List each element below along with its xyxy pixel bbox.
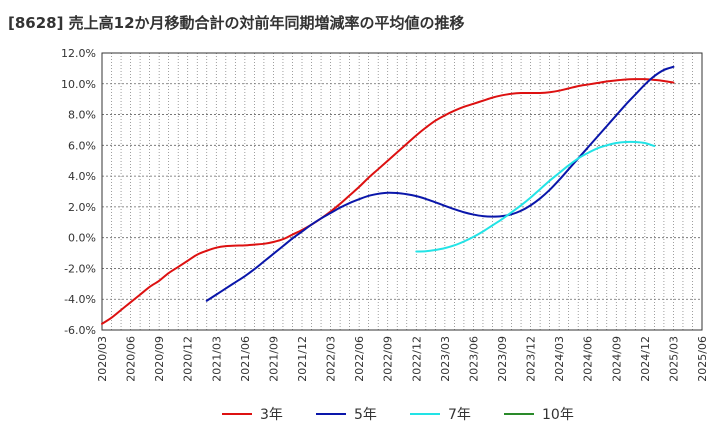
y-tick-label: -2.0% (64, 262, 96, 275)
legend-label-0: 3年 (260, 407, 283, 423)
x-tick-label: 2025/03 (667, 336, 680, 382)
y-tick-label: 4.0% (68, 170, 96, 183)
plot-frame (101, 52, 703, 331)
legend: 3年 5年 7年 10年 (222, 407, 574, 423)
x-tick-label: 2021/09 (267, 336, 280, 382)
y-tick-label: 2.0% (68, 201, 96, 214)
x-tick-label: 2020/12 (182, 336, 195, 382)
plot-border (101, 52, 703, 331)
y-axis: -6.0% -4.0% -2.0% 0.0% 2.0% 4.0% 6.0% 8.0% 10.0%… (61, 47, 96, 337)
legend-label-1: 5年 (354, 407, 377, 423)
x-tick-label: 2024/12 (639, 336, 652, 382)
series-line-0 (101, 78, 675, 325)
x-tick-label: 2023/12 (525, 336, 538, 382)
series-line-1 (205, 65, 675, 302)
x-tick-label: 2021/06 (239, 336, 252, 382)
legend-label-3: 10年 (542, 407, 574, 423)
series-lines (101, 65, 675, 325)
series-line-2 (415, 140, 656, 253)
chart-title: [8628] 売上高12か月移動合計の対前年同期増減率の平均値の推移 (8, 14, 465, 32)
x-tick-label: 2022/06 (353, 336, 366, 382)
y-tick-label: 6.0% (68, 139, 96, 152)
x-tick-label: 2023/06 (467, 336, 480, 382)
x-tick-label: 2022/09 (382, 336, 395, 382)
x-tick-label: 2020/03 (96, 336, 109, 382)
x-tick-label: 2020/06 (125, 336, 138, 382)
y-tick-label: -6.0% (64, 324, 96, 337)
x-tick-label: 2023/09 (496, 336, 509, 382)
y-tick-label: 8.0% (68, 109, 96, 122)
y-tick-label: 0.0% (68, 232, 96, 245)
y-tick-label: -4.0% (64, 293, 96, 306)
x-axis: 2020/03 2020/06 2020/09 2020/12 2021/03 2021/… (96, 336, 709, 382)
x-tick-label: 2024/03 (553, 336, 566, 382)
y-tick-label: 10.0% (61, 78, 96, 91)
x-tick-label: 2020/09 (153, 336, 166, 382)
x-tick-label: 2025/06 (696, 336, 709, 382)
grid-lines (102, 52, 702, 331)
x-tick-label: 2024/09 (610, 336, 623, 382)
x-tick-label: 2022/03 (325, 336, 338, 382)
legend-label-2: 7年 (448, 407, 471, 423)
x-tick-label: 2021/12 (296, 336, 309, 382)
y-tick-label: 12.0% (61, 47, 96, 60)
x-tick-label: 2023/03 (439, 336, 452, 382)
x-tick-label: 2024/06 (582, 336, 595, 382)
x-tick-label: 2021/03 (210, 336, 223, 382)
x-tick-label: 2022/12 (410, 336, 423, 382)
